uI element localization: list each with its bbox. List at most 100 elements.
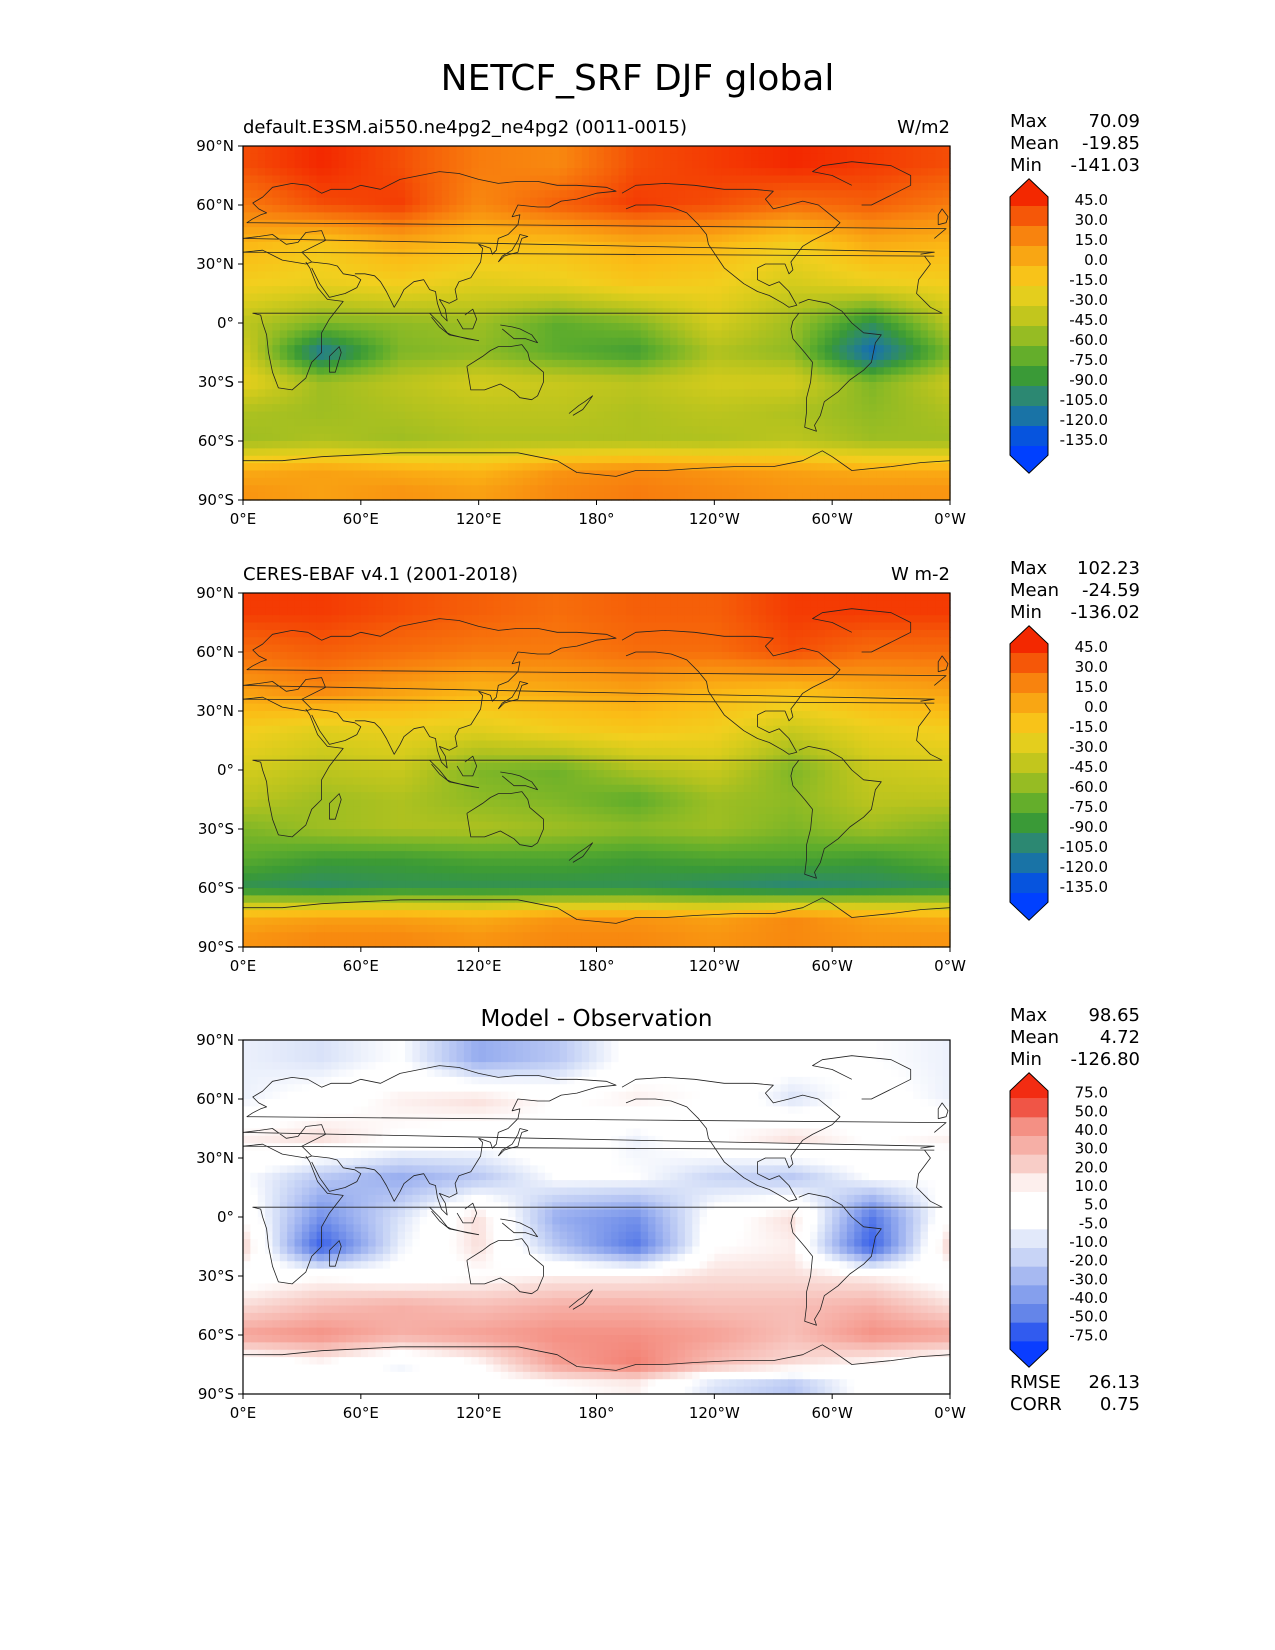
map-cell — [662, 160, 671, 169]
map-cell — [243, 300, 251, 309]
map-cell — [449, 286, 458, 295]
map-cell — [699, 197, 708, 206]
map-cell — [773, 382, 782, 390]
map-cell — [287, 234, 296, 243]
map-cell — [243, 426, 251, 435]
map-cell — [559, 477, 568, 486]
map-cell — [802, 359, 811, 368]
map-cell — [272, 249, 281, 258]
map-cell — [662, 345, 671, 354]
map-cell — [441, 485, 450, 494]
map-cell — [868, 382, 877, 390]
map-cell — [537, 441, 546, 449]
map-cell — [544, 389, 553, 398]
map-cell — [810, 477, 819, 486]
map-cell — [692, 278, 701, 287]
map-cell — [913, 367, 922, 376]
map-cell — [441, 455, 450, 464]
map-cell — [530, 175, 539, 184]
map-cell — [633, 485, 642, 494]
map-cell — [552, 470, 561, 479]
map-cell — [787, 323, 796, 331]
map-cell — [618, 160, 627, 169]
map-cell — [515, 367, 524, 376]
map-cell — [802, 315, 811, 324]
map-cell — [662, 593, 671, 601]
map-cell — [294, 146, 303, 154]
map-cell — [758, 345, 767, 354]
map-cell — [670, 455, 679, 464]
map-cell — [699, 153, 708, 162]
map-cell — [508, 219, 517, 228]
map-cell — [463, 219, 472, 228]
map-cell — [765, 197, 774, 206]
map-cell — [353, 433, 362, 442]
map-cell — [868, 374, 877, 383]
map-cell — [743, 485, 752, 494]
map-cell — [846, 271, 855, 280]
map-cell — [243, 374, 251, 383]
map-cell — [684, 448, 693, 457]
map-cell — [640, 212, 649, 221]
map-cell — [706, 212, 715, 221]
map-cell — [824, 470, 833, 479]
map-cell — [331, 455, 340, 464]
map-cell — [552, 345, 561, 354]
map-cell — [714, 426, 723, 435]
map-cell — [824, 389, 833, 398]
map-cell — [508, 182, 517, 191]
map-cell — [338, 234, 347, 243]
map-cell — [544, 382, 553, 390]
map-cell — [508, 607, 517, 616]
map-cell — [257, 175, 266, 184]
map-cell — [456, 389, 465, 398]
map-cell — [324, 315, 332, 324]
map-cell — [648, 418, 657, 427]
map-cell — [279, 153, 288, 162]
map-cell — [382, 323, 391, 331]
map-cell — [257, 182, 266, 191]
map-cell — [876, 205, 885, 213]
map-cell — [942, 396, 951, 405]
map-cell — [331, 374, 340, 383]
map-cell — [625, 433, 634, 442]
map-cell — [279, 418, 288, 427]
map-cell — [802, 249, 811, 258]
map-cell — [257, 352, 266, 361]
map-cell — [324, 168, 332, 177]
map-cell — [780, 345, 789, 354]
map-cell — [721, 175, 730, 184]
map-cell — [868, 153, 877, 162]
map-cell — [640, 411, 649, 420]
map-cell — [265, 212, 274, 221]
map-cell — [699, 315, 708, 324]
map-cell — [736, 455, 745, 464]
map-cell — [640, 160, 649, 169]
map-cell — [294, 404, 303, 413]
map-cell — [537, 463, 546, 472]
map-cell — [729, 463, 738, 472]
map-cell — [935, 477, 944, 486]
map-cell — [846, 411, 855, 420]
map-cell — [625, 607, 634, 616]
map-cell — [832, 278, 841, 287]
map-cell — [360, 182, 369, 191]
map-cell — [544, 337, 553, 346]
map-cell — [839, 593, 848, 601]
map-cell — [920, 293, 929, 302]
map-cell — [817, 359, 826, 368]
map-cell — [633, 352, 642, 361]
map-cell — [353, 337, 362, 346]
map-cell — [611, 271, 620, 280]
map-cell — [942, 212, 951, 221]
map-cell — [898, 382, 907, 390]
map-cell — [898, 300, 907, 309]
map-cell — [427, 175, 436, 184]
map-cell — [463, 182, 472, 191]
map-cell — [552, 227, 561, 236]
map-cell — [250, 485, 259, 494]
map-cell — [905, 153, 914, 162]
map-cell — [331, 271, 340, 280]
map-cell — [648, 286, 657, 295]
map-cell — [486, 607, 494, 616]
